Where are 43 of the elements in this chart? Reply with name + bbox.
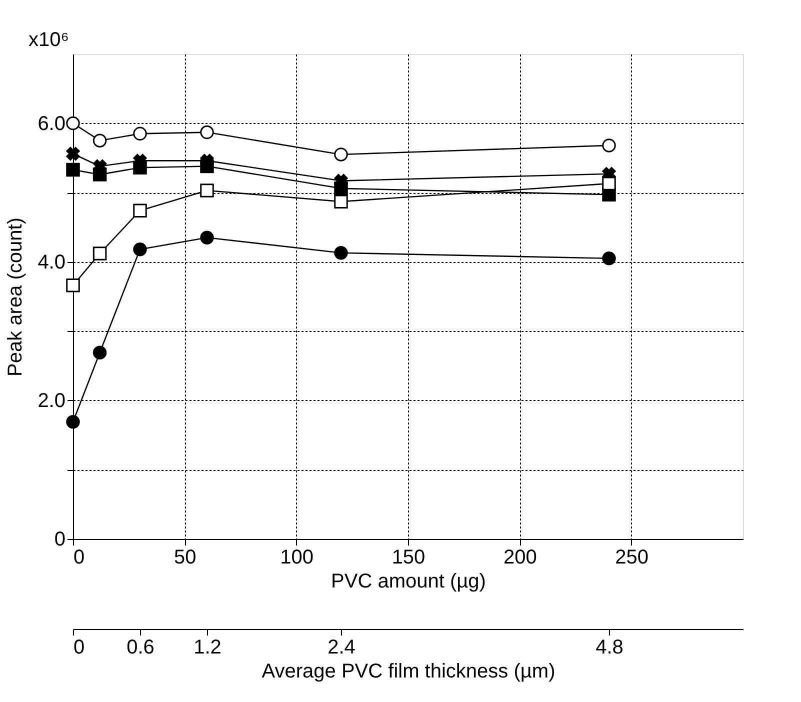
point: [200, 184, 214, 198]
x-tick-label: 50: [174, 546, 196, 568]
point: [133, 204, 147, 218]
point: [66, 116, 80, 130]
x2-tick-label: 1.2: [194, 636, 222, 658]
x-tick-label: 100: [280, 546, 314, 568]
text: x10⁶: [28, 29, 69, 51]
y-axis-title: Peak area (count): [4, 218, 27, 376]
point: [334, 194, 348, 208]
point: [200, 159, 214, 174]
point: [602, 176, 616, 190]
point: [66, 146, 80, 161]
point: [200, 230, 214, 244]
point: [92, 246, 107, 260]
point: [66, 162, 80, 177]
point: [334, 148, 348, 162]
x-tick-label: 150: [392, 546, 426, 568]
x2-tick-label: 0: [74, 636, 85, 658]
point: [133, 126, 147, 141]
point: [66, 278, 80, 292]
y-tick-label: 6.0: [38, 112, 66, 135]
y-tick-label: 4.0: [38, 251, 66, 274]
point: [602, 252, 616, 266]
point: [66, 415, 80, 429]
point: [602, 138, 616, 152]
x-axis-title: PVC amount (µg): [331, 570, 486, 592]
point: [334, 182, 348, 196]
point: [133, 160, 147, 174]
point: [334, 246, 348, 260]
x2-tick-label: 4.8: [596, 636, 624, 658]
point: [92, 134, 107, 148]
point: [92, 168, 107, 182]
point: [200, 125, 214, 140]
point: [92, 346, 107, 360]
x2-tick-label: 0.6: [126, 636, 154, 658]
point: [133, 242, 147, 256]
x2-axis-title: Average PVC film thickness (µm): [262, 660, 556, 682]
y-tick-label: 0: [54, 528, 66, 550]
x-tick-label: 0: [74, 546, 85, 568]
x2-tick-label: 2.4: [328, 636, 356, 658]
y-tick-label: 2.0: [38, 390, 66, 412]
x-tick-label: 200: [503, 546, 537, 568]
x-tick-label: 250: [615, 546, 649, 568]
